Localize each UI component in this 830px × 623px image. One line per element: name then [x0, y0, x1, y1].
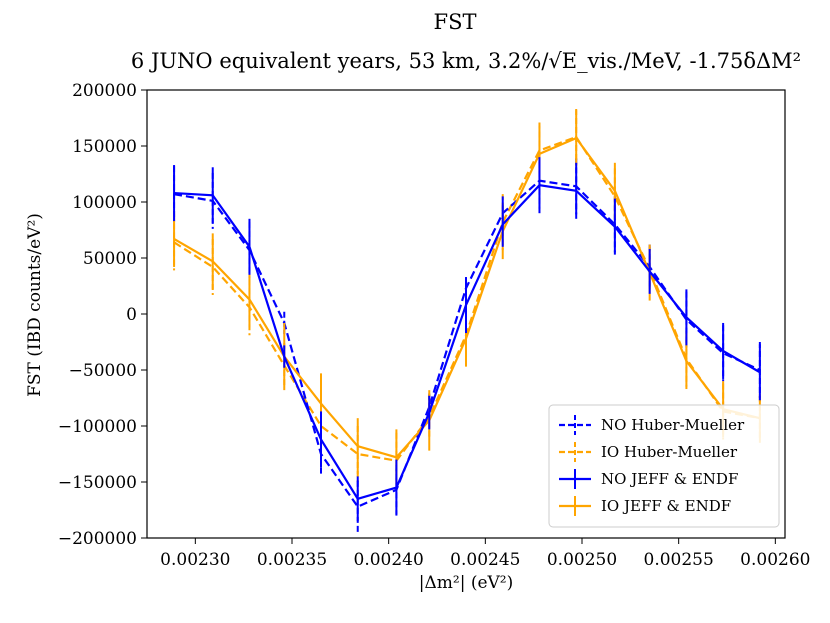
chart-title: FST [434, 10, 477, 34]
y-tick-label: 0 [126, 305, 137, 325]
y-tick-label: −150000 [58, 473, 137, 493]
y-axis-ticks: 200000 150000 100000 50000 0 −50000 −100000 −15… [58, 81, 147, 549]
x-tick-label: 0.00240 [354, 550, 424, 570]
series-layer [173, 109, 761, 533]
y-tick-label: −50000 [69, 361, 137, 381]
y-tick-label: 150000 [72, 137, 137, 157]
y-tick-label: −200000 [58, 529, 137, 549]
x-tick-label: 0.00235 [257, 550, 327, 570]
y-axis-label: FST (IBD counts/eV²) [25, 213, 45, 397]
x-tick-label: 0.00245 [450, 550, 520, 570]
x-axis-ticks: 0.00230 0.00235 0.00240 0.00245 0.00250 0.002… [160, 538, 810, 570]
x-tick-label: 0.00230 [160, 550, 230, 570]
legend-item: IO JEFF & ENDF [559, 496, 731, 516]
x-tick-label: 0.00260 [740, 550, 810, 570]
series-io-jeff-endf [173, 110, 761, 486]
legend-item: NO Huber-Mueller [559, 415, 745, 435]
x-tick-label: 0.00250 [547, 550, 617, 570]
series-no-jeff-endf [173, 157, 761, 522]
legend-label: NO JEFF & ENDF [601, 470, 738, 488]
legend-label: NO Huber-Mueller [601, 416, 745, 434]
y-tick-label: 100000 [72, 193, 137, 213]
y-tick-label: −100000 [58, 417, 137, 437]
legend-label: IO Huber-Mueller [601, 443, 738, 461]
legend-item: IO Huber-Mueller [559, 442, 738, 462]
legend-box [548, 404, 780, 528]
y-tick-label: 50000 [83, 249, 137, 269]
legend: NO Huber-Mueller IO Huber-Mueller NO JEFF … [548, 404, 780, 528]
y-tick-label: 200000 [72, 81, 137, 101]
legend-label: IO JEFF & ENDF [601, 497, 731, 515]
chart-subtitle: 6 JUNO equivalent years, 53 km, 3.2%/√E_… [131, 49, 801, 73]
x-tick-label: 0.00255 [644, 550, 714, 570]
x-axis-label: |Δm²| (eV²) [419, 573, 514, 593]
legend-item: NO JEFF & ENDF [559, 469, 738, 489]
